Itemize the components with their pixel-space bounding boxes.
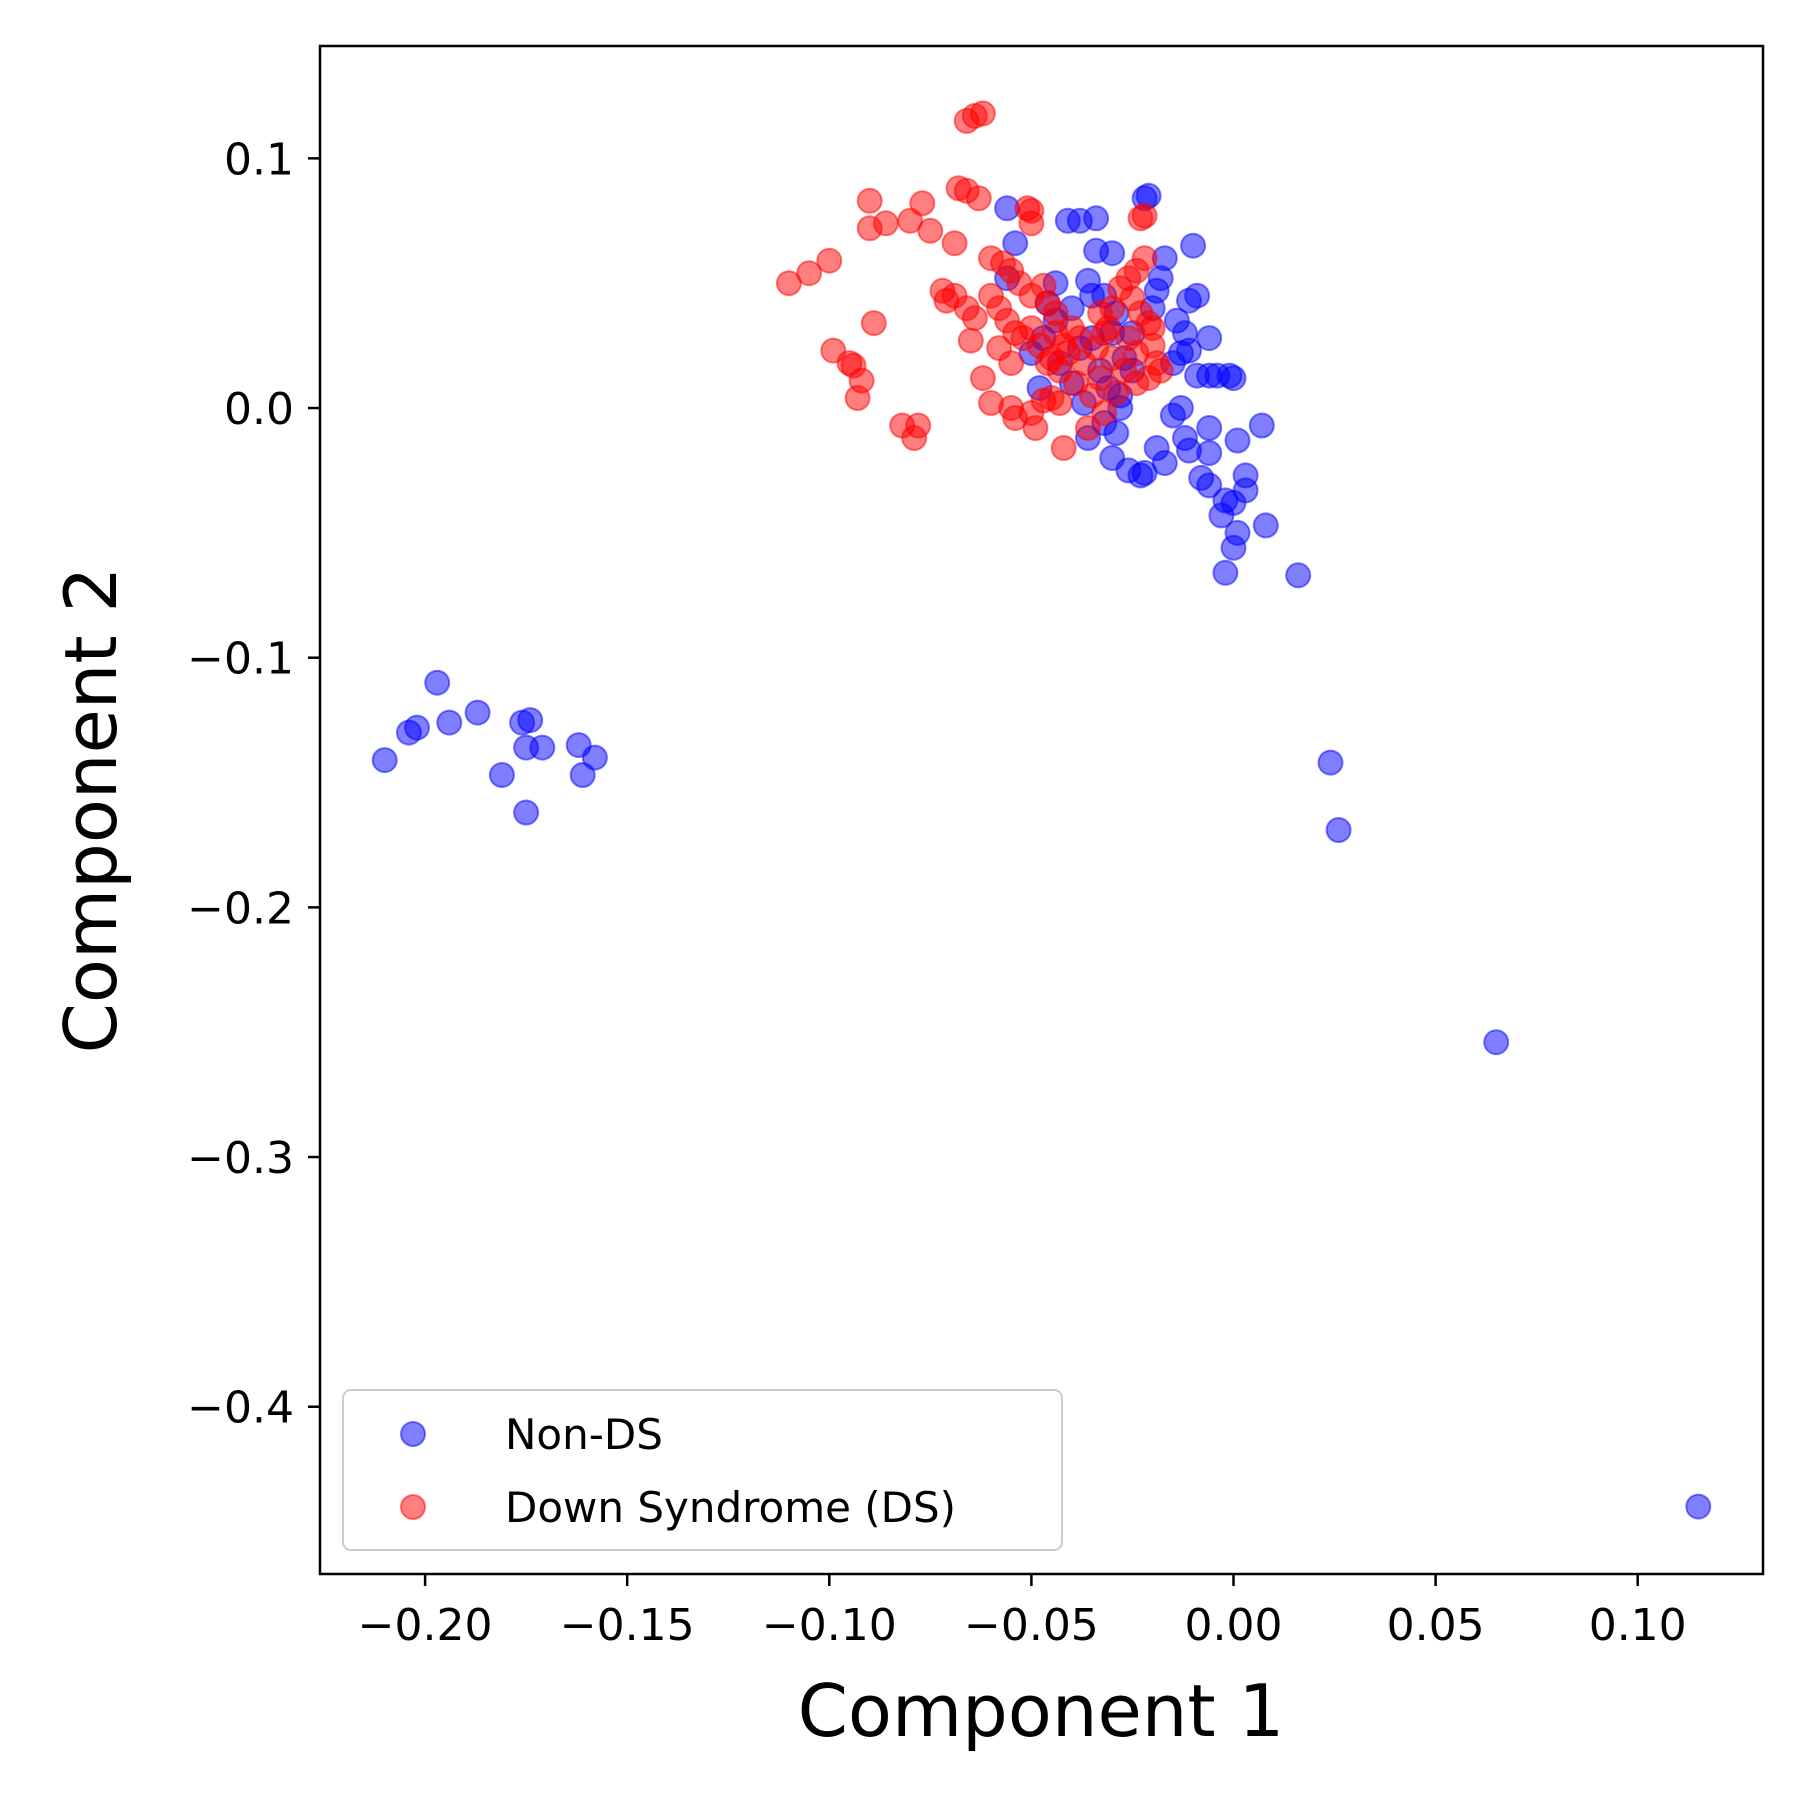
point-ds-24 (905, 412, 932, 439)
point-non-ds-54 (1196, 472, 1223, 499)
point-ds-10 (909, 190, 936, 217)
point-ds-86 (1103, 380, 1130, 406)
point-ds-85 (1111, 357, 1138, 384)
point-non-ds-14 (581, 744, 608, 771)
point-non-ds-21 (1002, 230, 1029, 257)
point-non-ds-48 (1151, 450, 1178, 476)
x-tick-label-4: 0.00 (1185, 1600, 1283, 1651)
point-ds-21 (844, 385, 871, 411)
y-tick-label-4: −0.3 (187, 1133, 294, 1184)
point-ds-97 (1123, 340, 1150, 367)
point-non-ds-6 (488, 762, 515, 788)
y-axis-title: Component 2 (49, 567, 133, 1054)
point-non-ds-17 (1483, 1029, 1510, 1056)
point-ds-16 (860, 310, 887, 337)
point-non-ds-18 (1685, 1493, 1712, 1520)
legend: Non-DS Down Syndrome (DS) (342, 1389, 1063, 1551)
point-non-ds-19 (1285, 562, 1312, 589)
point-ds-77 (1131, 245, 1158, 272)
point-non-ds-67 (1252, 512, 1279, 539)
point-non-ds-27 (1099, 240, 1126, 267)
legend-marker-ds (400, 1494, 426, 1520)
x-axis-title: Component 1 (798, 1669, 1285, 1753)
point-non-ds-5 (464, 699, 491, 726)
point-ds-94 (1042, 320, 1069, 347)
point-ds-68 (1091, 400, 1118, 426)
x-tick-label-0: −0.20 (358, 1600, 493, 1651)
point-non-ds-25 (1083, 205, 1110, 232)
point-non-ds-81 (1220, 365, 1247, 392)
point-ds-99 (1147, 357, 1174, 384)
point-ds-11 (917, 217, 944, 244)
point-non-ds-84 (1163, 307, 1190, 334)
point-ds-43 (1018, 210, 1045, 237)
point-ds-70 (1075, 415, 1101, 441)
point-non-ds-73 (1184, 282, 1211, 309)
point-ds-5 (965, 185, 992, 212)
legend-marker-non-ds (400, 1421, 426, 1447)
point-ds-2 (969, 100, 996, 127)
point-ds-57 (998, 350, 1025, 377)
point-non-ds-68 (1180, 232, 1207, 259)
legend-label-ds: Down Syndrome (DS) (505, 1483, 956, 1532)
point-ds-30 (957, 327, 984, 354)
point-ds-12 (941, 230, 968, 257)
point-non-ds-55 (1196, 415, 1223, 441)
x-tick-label-2: −0.10 (762, 1600, 897, 1651)
point-ds-36 (1022, 415, 1049, 441)
point-non-ds-4 (436, 709, 463, 736)
x-tick-label-1: −0.15 (560, 1600, 695, 1651)
legend-box (342, 1389, 1063, 1551)
point-non-ds-61 (1220, 534, 1247, 561)
point-non-ds-62 (1212, 559, 1239, 586)
y-tick-label-1: 0.0 (224, 384, 294, 435)
point-ds-39 (1046, 390, 1073, 416)
point-ds-88 (1087, 300, 1114, 327)
y-tick-label-3: −0.2 (187, 883, 294, 934)
x-tick-label-3: −0.05 (964, 1600, 1099, 1651)
point-non-ds-66 (1248, 412, 1275, 439)
point-non-ds-56 (1196, 440, 1223, 466)
plot-frame (318, 44, 1765, 1576)
point-non-ds-3 (424, 669, 451, 696)
y-tick-label-0: 0.1 (224, 134, 294, 185)
point-non-ds-8 (517, 707, 544, 734)
point-ds-67 (1087, 365, 1114, 392)
legend-label-non-ds: Non-DS (505, 1410, 663, 1459)
x-tick-label-6: 0.10 (1589, 1600, 1687, 1651)
x-axis-ticks: −0.20 −0.15 −0.10 −0.05 0.00 0.05 0.10 (358, 1574, 1687, 1651)
point-ds-15 (775, 270, 802, 297)
points-layer (371, 100, 1712, 1520)
point-ds-29 (961, 305, 988, 332)
point-non-ds-50 (1167, 395, 1194, 421)
point-non-ds-64 (1232, 462, 1259, 489)
x-tick-label-5: 0.05 (1387, 1600, 1485, 1651)
point-non-ds-83 (1167, 340, 1194, 367)
y-tick-label-5: −0.4 (187, 1383, 294, 1434)
point-non-ds-10 (529, 734, 556, 761)
point-non-ds-16 (1325, 817, 1352, 843)
point-ds-13 (816, 247, 843, 274)
point-non-ds-15 (1317, 749, 1344, 776)
point-non-ds-0 (371, 747, 398, 774)
point-non-ds-41 (1103, 420, 1130, 446)
point-ds-98 (1139, 315, 1166, 342)
point-non-ds-65 (1224, 427, 1251, 454)
point-ds-8 (872, 210, 899, 237)
point-ds-90 (1127, 205, 1154, 232)
point-ds-95 (1034, 350, 1061, 377)
point-non-ds-11 (513, 799, 540, 826)
point-ds-31 (969, 365, 996, 392)
point-non-ds-76 (1196, 325, 1223, 352)
y-tick-label-2: −0.1 (187, 634, 294, 685)
point-ds-40 (1050, 435, 1077, 461)
point-non-ds-2 (404, 714, 430, 741)
point-ds-6 (856, 187, 883, 214)
y-axis-ticks: 0.1 0.0 −0.1 −0.2 −0.3 −0.4 (187, 134, 320, 1434)
